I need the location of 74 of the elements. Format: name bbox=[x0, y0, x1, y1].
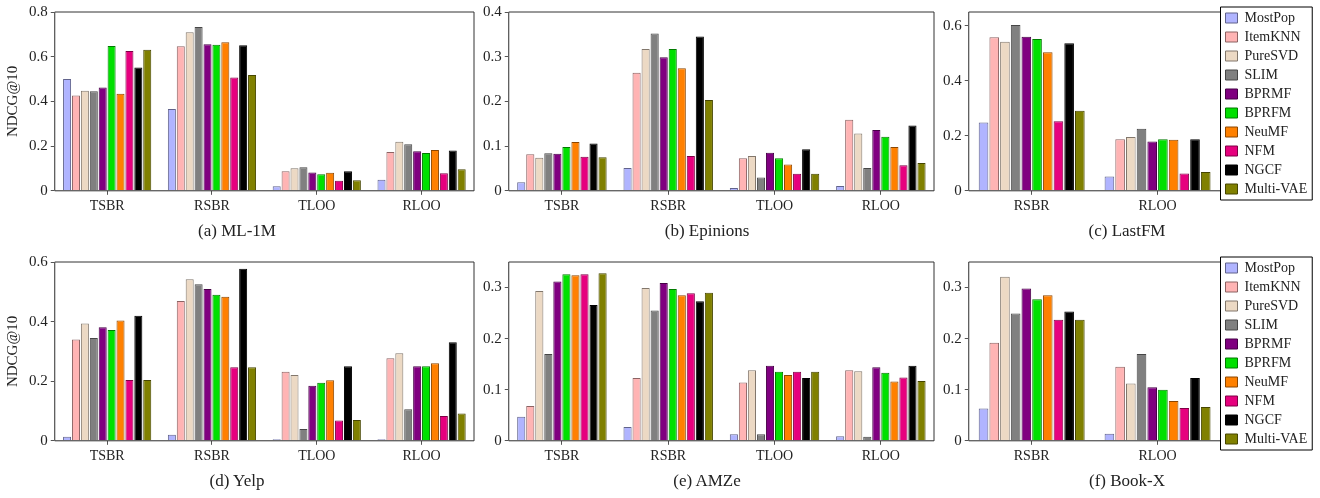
legend-label: MostPop bbox=[1244, 9, 1296, 25]
x-tick-label: RSBR bbox=[650, 197, 687, 213]
x-tick-label: TLOO bbox=[755, 197, 794, 213]
y-tick-label: 0 bbox=[40, 181, 48, 198]
y-tick-label: 0.2 bbox=[29, 137, 48, 154]
legend-label: BPRFM bbox=[1244, 104, 1292, 120]
y-tick-label: 0.3 bbox=[943, 278, 962, 295]
legend-label: BPRMF bbox=[1244, 335, 1292, 351]
legend-label: BPRFM bbox=[1244, 354, 1292, 370]
x-tick-label: RLOO bbox=[402, 197, 441, 213]
y-tick-label: 0.2 bbox=[943, 126, 962, 143]
legend-label: NGCF bbox=[1244, 161, 1283, 177]
y-tick-label: 0 bbox=[40, 431, 48, 448]
text: (a) ML-1M bbox=[198, 221, 276, 241]
legend-label: NeuMF bbox=[1244, 373, 1289, 389]
legend-label: NFM bbox=[1244, 392, 1276, 408]
text: (b) Epinions bbox=[664, 221, 750, 241]
y-tick-label: 0.2 bbox=[943, 329, 962, 346]
y-tick-label: 0 bbox=[954, 181, 962, 198]
y-tick-label: 0.4 bbox=[483, 2, 503, 19]
text: (e) AMZe bbox=[673, 471, 741, 491]
y-axis-title: NDCG@10 bbox=[3, 315, 20, 388]
x-tick-label: TSBR bbox=[89, 197, 126, 213]
x-tick-label: TLOO bbox=[298, 197, 336, 213]
y-tick-label: 0.4 bbox=[943, 71, 963, 88]
x-tick-label: RLOO bbox=[1138, 447, 1177, 463]
x-tick-label: RSBR bbox=[194, 447, 231, 463]
legend-label: Multi-VAE bbox=[1244, 430, 1308, 446]
y-tick-label: 0.6 bbox=[29, 47, 49, 64]
legend-label: NeuMF bbox=[1244, 123, 1289, 139]
y-tick-label: 0.4 bbox=[29, 312, 49, 329]
y-tick-label: 0.3 bbox=[483, 278, 502, 295]
x-tick-label: TLOO bbox=[755, 447, 794, 463]
legend-label: Multi-VAE bbox=[1244, 180, 1308, 196]
y-tick-label: 0 bbox=[494, 431, 502, 448]
y-axis-title: NDCG@10 bbox=[3, 65, 20, 138]
x-tick-label: RLOO bbox=[861, 447, 900, 463]
legend-label: SLIM bbox=[1244, 66, 1279, 82]
x-tick-label: RSBR bbox=[1013, 447, 1051, 463]
x-tick-label: RSBR bbox=[194, 197, 231, 213]
x-tick-label: TLOO bbox=[298, 447, 336, 463]
legend-label: PureSVD bbox=[1244, 297, 1299, 313]
legend-label: ItemKNN bbox=[1244, 28, 1301, 44]
x-tick-label: TSBR bbox=[544, 447, 581, 463]
legend-label: MostPop bbox=[1244, 259, 1296, 275]
x-tick-label: RLOO bbox=[1138, 197, 1177, 213]
legend-label: ItemKNN bbox=[1244, 278, 1301, 294]
legend-label: SLIM bbox=[1244, 316, 1279, 332]
x-tick-label: RSBR bbox=[650, 447, 687, 463]
text: (c) LastFM bbox=[1088, 221, 1166, 241]
y-tick-label: 0.1 bbox=[943, 380, 962, 397]
text: (d) Yelp bbox=[209, 471, 265, 491]
y-tick-label: 0.8 bbox=[29, 2, 48, 19]
y-tick-label: 0.1 bbox=[483, 137, 502, 154]
legend-label: BPRMF bbox=[1244, 85, 1292, 101]
text: (f) Book-X bbox=[1088, 471, 1166, 491]
legend-label: PureSVD bbox=[1244, 47, 1299, 63]
legend-label: NGCF bbox=[1244, 411, 1283, 427]
y-tick-label: 0.3 bbox=[483, 47, 502, 64]
x-tick-label: TSBR bbox=[89, 447, 126, 463]
x-tick-label: RLOO bbox=[402, 447, 441, 463]
legend-label: NFM bbox=[1244, 142, 1276, 158]
y-tick-label: 0.1 bbox=[483, 380, 502, 397]
y-tick-label: 0.4 bbox=[29, 92, 49, 109]
y-tick-label: 0 bbox=[494, 181, 502, 198]
y-tick-label: 0.6 bbox=[943, 16, 963, 33]
y-tick-label: 0.2 bbox=[29, 372, 48, 389]
y-tick-label: 0.6 bbox=[29, 252, 49, 269]
y-tick-label: 0 bbox=[954, 431, 962, 448]
x-tick-label: TSBR bbox=[544, 197, 581, 213]
x-tick-label: RLOO bbox=[861, 197, 900, 213]
x-tick-label: RSBR bbox=[1013, 197, 1051, 213]
y-tick-label: 0.2 bbox=[483, 329, 502, 346]
y-tick-label: 0.2 bbox=[483, 92, 502, 109]
